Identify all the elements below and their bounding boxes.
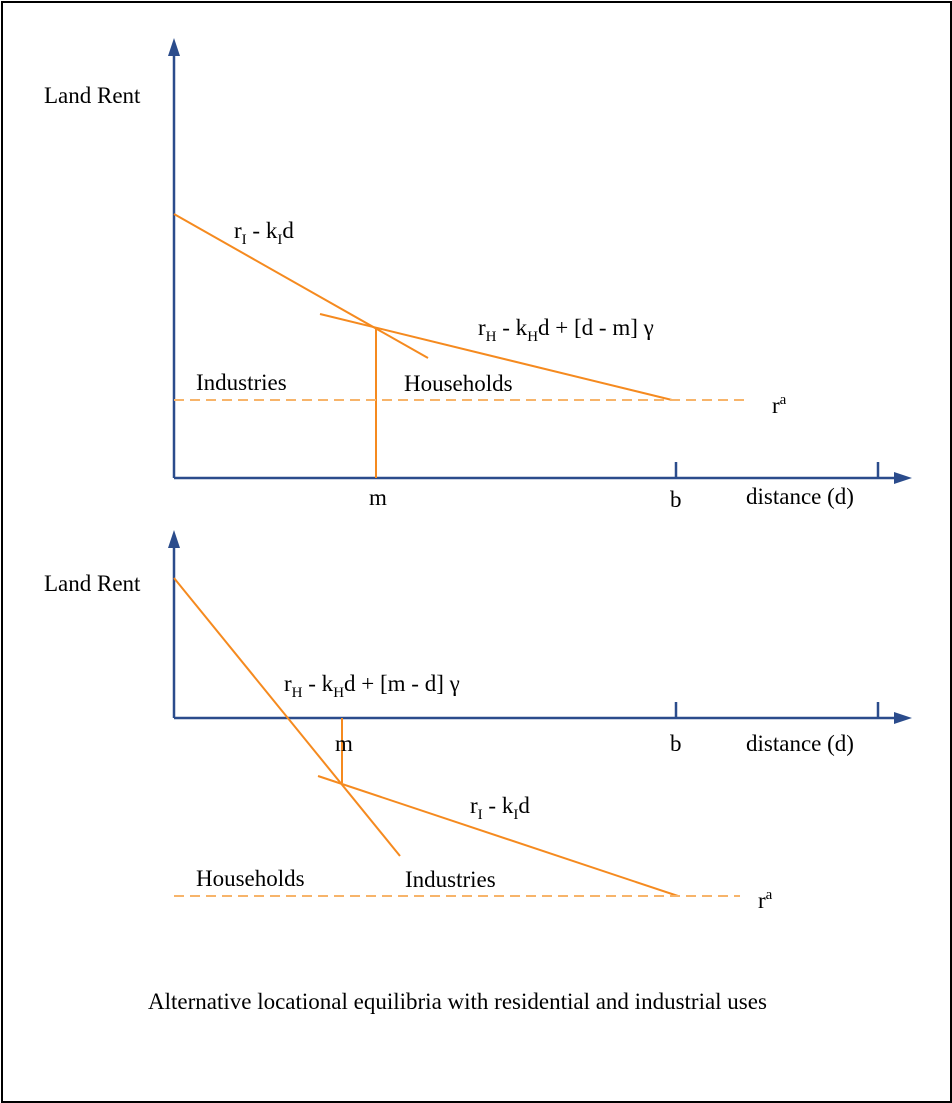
top-steep-curve-label: rI - kId: [234, 218, 294, 248]
bottom-tick-m-label: m: [335, 731, 353, 756]
bottom-flat-bid-rent-line: [317, 775, 679, 897]
top-zone-right-label: Households: [404, 371, 513, 396]
bottom-flat-curve-label: rI - kId: [470, 793, 530, 823]
top-steep-bid-rent-line: [173, 213, 429, 359]
bottom-steep-curve-label: rH - kHd + [m - d] γ: [284, 671, 460, 701]
top-tick-m-label: m: [369, 485, 387, 510]
bottom-panel: Land Rent distance (d) m b rH - kHd + [m…: [44, 530, 912, 913]
bottom-y-axis-label: Land Rent: [44, 571, 141, 596]
top-x-axis-label: distance (d): [746, 484, 854, 509]
top-y-axis-arrow-icon: [168, 38, 180, 56]
top-tick-b-label: b: [670, 487, 682, 512]
bottom-x-axis-arrow-icon: [894, 712, 912, 724]
top-zone-left-label: Industries: [196, 370, 287, 395]
top-flat-bid-rent-line: [319, 313, 673, 401]
bottom-y-axis-arrow-icon: [168, 530, 180, 548]
top-flat-curve-label: rH - kHd + [d - m] γ: [478, 315, 654, 345]
top-agricultural-rent-label: ra: [772, 392, 787, 418]
top-y-axis-label: Land Rent: [44, 83, 141, 108]
bottom-zone-right-label: Industries: [405, 867, 496, 892]
top-panel: Land Rent distance (d) m b rI - kId rH -…: [44, 38, 912, 512]
figure-caption: Alternative locational equilibria with r…: [148, 989, 767, 1014]
bottom-zone-left-label: Households: [196, 866, 305, 891]
bottom-tick-b-label: b: [670, 731, 682, 756]
top-x-axis-arrow-icon: [894, 472, 912, 484]
bottom-steep-bid-rent-line: [173, 577, 401, 857]
bottom-x-axis-label: distance (d): [746, 731, 854, 756]
bottom-agricultural-rent-label: ra: [758, 887, 773, 913]
